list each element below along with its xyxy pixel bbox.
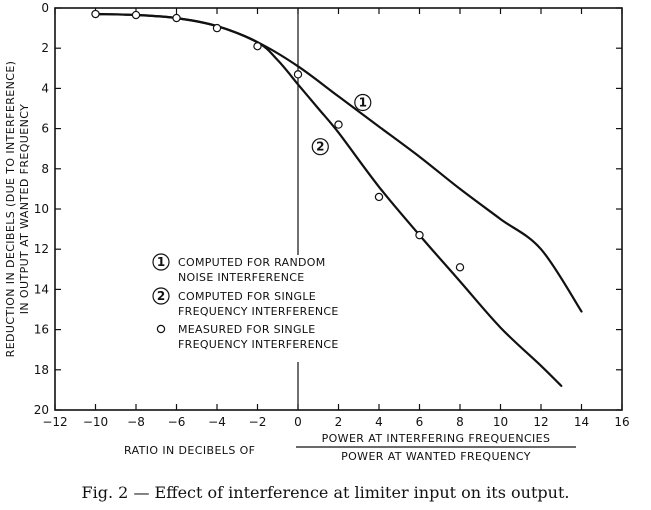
curve-label-1-ring xyxy=(354,93,372,112)
x-axis-label-prefix: RATIO IN DECIBELS OF xyxy=(124,444,255,457)
x-tick-label: 16 xyxy=(614,415,629,429)
series-curve-2 xyxy=(94,12,563,387)
x-tick-label: 2 xyxy=(335,415,343,429)
measured-point xyxy=(91,9,100,19)
legend-text-line2: NOISE INTERFERENCE xyxy=(178,271,304,284)
measured-point xyxy=(212,23,222,33)
y-tick-label: 20 xyxy=(34,403,49,417)
measured-point xyxy=(131,10,141,20)
legend-text-line1: COMPUTED FOR SINGLE xyxy=(178,290,316,303)
x-tick-label: −4 xyxy=(208,415,226,429)
y-tick-label: 12 xyxy=(34,242,49,256)
x-tick-label: −12 xyxy=(42,415,67,429)
measured-point xyxy=(374,192,384,202)
y-tick-label: 4 xyxy=(41,81,49,95)
figure-caption: Fig. 2 — Effect of interference at limit… xyxy=(81,483,570,502)
legend-text-line1: COMPUTED FOR RANDOM xyxy=(178,256,326,269)
measured-point xyxy=(172,13,181,23)
measured-point xyxy=(415,230,424,240)
x-tick-label: 12 xyxy=(533,415,548,429)
y-tick-label: 14 xyxy=(34,282,49,296)
y-tick-label: 10 xyxy=(34,202,49,216)
legend-symbol-1: 1 xyxy=(157,255,165,269)
legend-text-line1: MEASURED FOR SINGLE xyxy=(178,323,315,336)
measured-point xyxy=(334,120,343,129)
y-tick-label: 6 xyxy=(41,122,49,136)
y-axis-label-line1: REDUCTION IN DECIBELS (DUE TO INTERFEREN… xyxy=(4,61,17,358)
x-tick-label: 4 xyxy=(375,415,383,429)
x-tick-label: 6 xyxy=(416,415,424,429)
y-tick-label: 2 xyxy=(41,41,49,55)
y-tick-label: 18 xyxy=(34,363,49,377)
measured-point xyxy=(253,41,262,51)
y-axis-label-line2: IN OUTPUT AT WANTED FREQUENCY xyxy=(18,104,31,314)
x-tick-label: 8 xyxy=(456,415,464,429)
x-axis-label-numerator: POWER AT INTERFERING FREQUENCIES xyxy=(322,432,551,445)
x-tick-label: 10 xyxy=(493,415,508,429)
measured-point xyxy=(455,263,465,272)
x-tick-label: −10 xyxy=(83,415,108,429)
x-tick-label: −6 xyxy=(168,415,186,429)
legend-symbol-1-ring xyxy=(152,253,170,271)
legend-symbol-2: 2 xyxy=(157,289,165,303)
chart: −12 −10 −8 −6 −4 −2 0 2 4 6 8 10 12 14 16 024681012141… xyxy=(4,1,630,463)
legend-box xyxy=(140,255,388,362)
x-tick-label: 14 xyxy=(574,415,589,429)
legend-symbol-measured xyxy=(156,324,166,334)
x-axis-label-denominator: POWER AT WANTED FREQUENCY xyxy=(341,450,531,463)
x-tick-label: −8 xyxy=(127,415,145,429)
legend-text-line2: FREQUENCY INTERFERENCE xyxy=(178,338,339,351)
x-tick-label: −2 xyxy=(249,415,267,429)
curve-label-2: 2 xyxy=(316,140,324,154)
legend-symbol-2-ring xyxy=(152,287,170,305)
legend-text-line2: FREQUENCY INTERFERENCE xyxy=(178,305,339,318)
curve-label-2-ring xyxy=(311,138,329,156)
y-tick-label: 0 xyxy=(41,1,49,15)
y-tick-label: 16 xyxy=(34,323,49,337)
measured-point xyxy=(293,70,303,79)
x-tick-label: 0 xyxy=(294,415,302,429)
curve-label-1: 1 xyxy=(359,95,367,109)
y-tick-label: 8 xyxy=(41,162,49,176)
